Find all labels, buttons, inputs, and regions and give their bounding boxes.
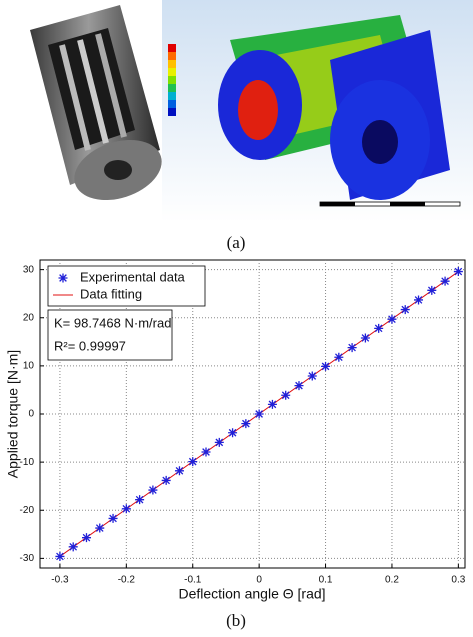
- data-point: [400, 305, 410, 315]
- data-point: [347, 343, 357, 353]
- data-point: [68, 542, 78, 552]
- data-point: [440, 276, 450, 286]
- caption: (a): [227, 233, 246, 252]
- data-point: [414, 295, 424, 305]
- x-tick-label: 0.3: [451, 575, 465, 586]
- legend: [47, 265, 206, 307]
- data-point: [214, 437, 224, 447]
- data-point: [294, 381, 304, 391]
- data-point: [254, 409, 264, 419]
- data-point: [55, 551, 65, 561]
- data-point: [267, 399, 277, 409]
- x-tick-label: 0: [256, 575, 262, 586]
- data-point: [108, 513, 118, 523]
- y-tick-label: 20: [23, 312, 35, 323]
- data-point: [281, 390, 291, 400]
- x-axis-label: Deflection angle Θ [rad]: [178, 586, 325, 602]
- x-tick-label: -0.1: [184, 575, 202, 586]
- legend-label: Data fitting: [80, 286, 142, 301]
- y-tick-label: 10: [23, 361, 35, 372]
- x-tick-label: 0.1: [319, 575, 333, 586]
- x-tick-label: 0.2: [385, 575, 399, 586]
- plot: [40, 260, 465, 568]
- caption: (b): [226, 611, 246, 630]
- y-tick-label: -10: [20, 457, 35, 468]
- y-tick-label: -20: [20, 505, 35, 516]
- annotation: K= 98.7468 N·m/rad: [54, 315, 171, 330]
- data-point: [360, 333, 370, 343]
- legend-label: Experimental data: [80, 269, 186, 284]
- data-point: [387, 314, 397, 324]
- annotation-box: [47, 309, 173, 361]
- data-point: [241, 419, 251, 429]
- y-tick-label: -30: [20, 553, 35, 564]
- data-point: [95, 523, 105, 533]
- y-axis-label: Applied torque [N·m]: [5, 350, 21, 478]
- data-point: [161, 475, 171, 485]
- data-point: [174, 466, 184, 476]
- x-tick-label: -0.2: [118, 575, 136, 586]
- data-point: [135, 495, 145, 505]
- data-point: [148, 485, 158, 495]
- data-point: [334, 352, 344, 362]
- data-point: [201, 447, 211, 457]
- data-point: [81, 533, 91, 543]
- data-point: [121, 504, 131, 514]
- data-point: [374, 323, 384, 333]
- data-point: [307, 371, 317, 381]
- photo: [30, 5, 162, 201]
- annotation: R²= 0.99997: [54, 338, 126, 353]
- data-point: [321, 361, 331, 371]
- y-tick-label: 0: [28, 409, 34, 420]
- data-point: [188, 457, 198, 467]
- data-point: [427, 285, 437, 295]
- x-tick-label: -0.3: [51, 575, 69, 586]
- legend-swatch: [58, 273, 68, 283]
- y-tick-label: 30: [23, 264, 35, 275]
- data-point: [228, 428, 238, 438]
- data-point: [453, 267, 463, 277]
- fea-render: [162, 0, 473, 222]
